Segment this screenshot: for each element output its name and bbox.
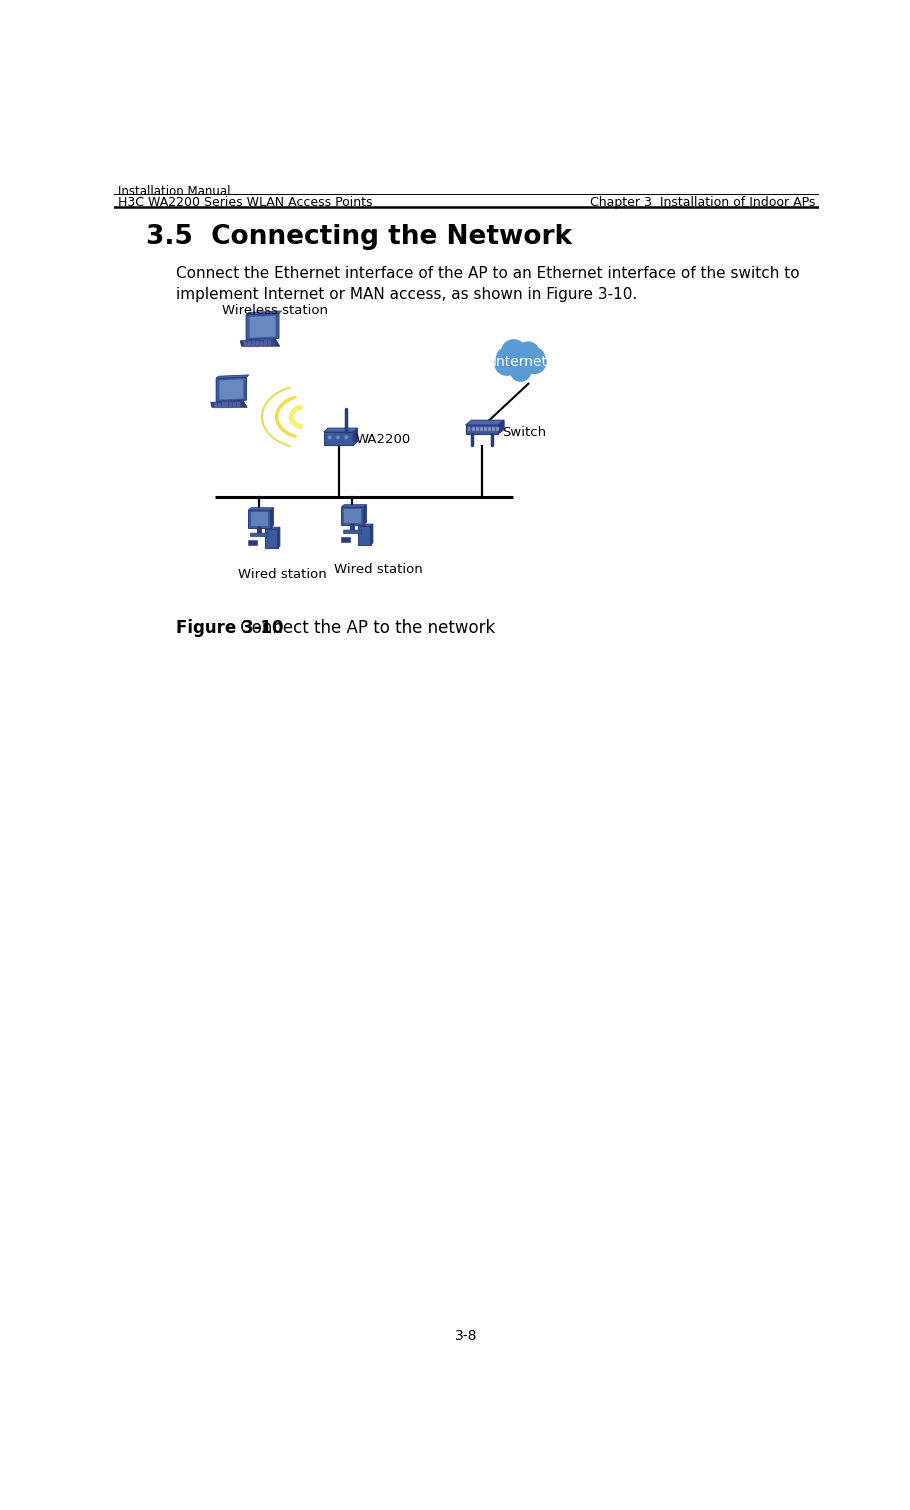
Text: WA2200: WA2200 bbox=[356, 433, 410, 447]
Polygon shape bbox=[353, 429, 358, 445]
Polygon shape bbox=[344, 509, 361, 522]
Circle shape bbox=[501, 340, 527, 365]
Text: Switch: Switch bbox=[502, 426, 546, 439]
Polygon shape bbox=[265, 528, 278, 548]
Circle shape bbox=[494, 350, 520, 376]
Bar bbox=[492, 427, 495, 430]
Polygon shape bbox=[466, 424, 498, 433]
Bar bbox=[496, 427, 499, 430]
Polygon shape bbox=[364, 504, 367, 524]
Circle shape bbox=[510, 359, 531, 382]
Polygon shape bbox=[250, 533, 268, 536]
Polygon shape bbox=[213, 402, 244, 406]
Text: Wired station: Wired station bbox=[334, 563, 422, 577]
Bar bbox=[480, 427, 482, 430]
Text: Internet: Internet bbox=[493, 355, 548, 368]
Bar bbox=[476, 427, 479, 430]
Polygon shape bbox=[466, 420, 504, 424]
Polygon shape bbox=[219, 379, 243, 400]
Bar bbox=[468, 427, 470, 430]
Polygon shape bbox=[359, 524, 373, 525]
Circle shape bbox=[516, 341, 540, 365]
Text: Chapter 3  Installation of Indoor APs: Chapter 3 Installation of Indoor APs bbox=[590, 196, 815, 208]
Polygon shape bbox=[370, 524, 373, 545]
Polygon shape bbox=[247, 311, 282, 314]
Text: 3.5  Connecting the Network: 3.5 Connecting the Network bbox=[147, 223, 572, 249]
Circle shape bbox=[328, 435, 331, 439]
Text: Installation Manual: Installation Manual bbox=[117, 186, 230, 198]
Polygon shape bbox=[248, 541, 258, 545]
Polygon shape bbox=[344, 530, 362, 533]
Circle shape bbox=[526, 347, 545, 367]
Polygon shape bbox=[211, 402, 248, 408]
Circle shape bbox=[504, 344, 537, 376]
Bar bbox=[471, 427, 474, 430]
Polygon shape bbox=[240, 340, 279, 346]
Polygon shape bbox=[265, 527, 280, 528]
Text: H3C WA2200 Series WLAN Access Points: H3C WA2200 Series WLAN Access Points bbox=[117, 196, 372, 208]
Text: Wired station: Wired station bbox=[238, 568, 327, 581]
Text: Connect the AP to the network: Connect the AP to the network bbox=[235, 619, 495, 637]
Text: Figure 3-10: Figure 3-10 bbox=[176, 619, 283, 637]
Polygon shape bbox=[359, 525, 370, 545]
Polygon shape bbox=[248, 510, 270, 527]
Circle shape bbox=[496, 347, 515, 367]
Circle shape bbox=[521, 349, 547, 374]
Polygon shape bbox=[278, 527, 280, 548]
Bar bbox=[484, 427, 487, 430]
Circle shape bbox=[344, 435, 349, 439]
Polygon shape bbox=[247, 313, 279, 340]
Polygon shape bbox=[217, 378, 247, 402]
Polygon shape bbox=[243, 340, 277, 346]
Polygon shape bbox=[249, 316, 276, 338]
Polygon shape bbox=[270, 507, 273, 527]
Polygon shape bbox=[341, 504, 367, 507]
Bar bbox=[488, 427, 490, 430]
Polygon shape bbox=[324, 429, 358, 432]
Polygon shape bbox=[217, 374, 249, 379]
Text: 3-8: 3-8 bbox=[455, 1329, 478, 1342]
Polygon shape bbox=[341, 538, 350, 542]
Polygon shape bbox=[498, 420, 504, 433]
Polygon shape bbox=[250, 512, 268, 525]
Polygon shape bbox=[341, 507, 364, 524]
Polygon shape bbox=[324, 432, 353, 445]
Text: Wireless station: Wireless station bbox=[222, 304, 329, 317]
Text: implement Internet or MAN access, as shown in Figure 3-10.: implement Internet or MAN access, as sho… bbox=[176, 287, 637, 302]
Text: Connect the Ethernet interface of the AP to an Ethernet interface of the switch : Connect the Ethernet interface of the AP… bbox=[176, 266, 799, 281]
Circle shape bbox=[336, 435, 339, 439]
Polygon shape bbox=[248, 507, 273, 510]
